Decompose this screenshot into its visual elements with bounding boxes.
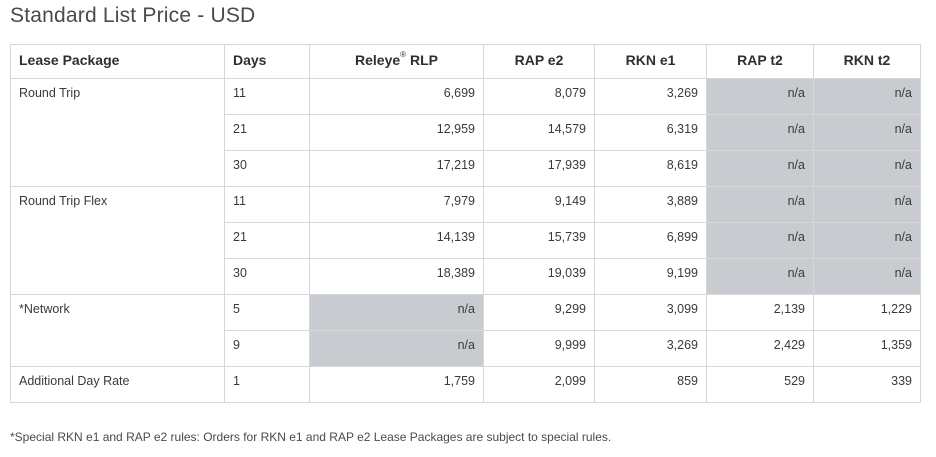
rkn-e1-cell: 9,199 [594, 258, 707, 295]
header-releye-rlp-suffix: RLP [406, 52, 438, 68]
rlp-cell: 6,699 [309, 78, 484, 115]
registered-mark: ® [400, 50, 407, 59]
table-row: Additional Day Rate 1 1,759 2,099 859 52… [10, 366, 921, 403]
table-row: 21 14,139 15,739 6,899 n/a n/a [11, 222, 921, 259]
rlp-cell: 17,219 [309, 150, 484, 187]
days-cell: 21 [224, 114, 310, 151]
rap-e2-cell: 15,739 [483, 222, 595, 259]
rkn-t2-cell: 1,359 [813, 330, 921, 367]
rap-e2-cell: 2,099 [483, 366, 595, 403]
rkn-e1-cell: 6,319 [594, 114, 707, 151]
rkn-t2-cell: n/a [813, 186, 921, 223]
package-network: *Network [10, 294, 225, 367]
rap-e2-cell: 8,079 [483, 78, 595, 115]
rkn-t2-cell: 339 [813, 366, 921, 403]
table-row: 30 17,219 17,939 8,619 n/a n/a [11, 150, 921, 187]
rap-e2-cell: 14,579 [483, 114, 595, 151]
rap-e2-cell: 9,999 [483, 330, 595, 367]
rap-t2-cell: 2,139 [706, 294, 814, 331]
rap-e2-cell: 9,149 [483, 186, 595, 223]
table-row: Round Trip Flex 11 7,979 9,149 3,889 n/a… [10, 186, 921, 295]
days-cell: 9 [224, 330, 310, 367]
rlp-cell: 7,979 [309, 186, 484, 223]
header-releye-rlp-prefix: Releye [355, 52, 401, 68]
rap-t2-cell: n/a [706, 114, 814, 151]
days-cell: 30 [224, 150, 310, 187]
price-table: Lease Package Days Releye® RLP RAP e2 RK… [10, 44, 921, 403]
rkn-e1-cell: 6,899 [594, 222, 707, 259]
rkn-t2-cell: n/a [813, 222, 921, 259]
rap-t2-cell: n/a [706, 222, 814, 259]
rap-t2-cell: n/a [706, 258, 814, 295]
header-rkn-e1: RKN e1 [594, 44, 707, 79]
table-row: 30 18,389 19,039 9,199 n/a n/a [11, 258, 921, 295]
rlp-cell: 14,139 [309, 222, 484, 259]
rkn-t2-cell: 1,229 [813, 294, 921, 331]
table-row: *Network 5 n/a 9,299 3,099 2,139 1,229 [10, 294, 921, 367]
header-rkn-t2: RKN t2 [813, 44, 921, 79]
rap-t2-cell: 529 [706, 366, 814, 403]
rlp-cell: 18,389 [309, 258, 484, 295]
rkn-t2-cell: n/a [813, 258, 921, 295]
days-cell: 1 [224, 366, 310, 403]
rap-e2-cell: 19,039 [483, 258, 595, 295]
header-rap-t2: RAP t2 [706, 44, 814, 79]
days-cell: 11 [224, 186, 310, 223]
rkn-e1-cell: 8,619 [594, 150, 707, 187]
rkn-e1-cell: 3,889 [594, 186, 707, 223]
days-cell: 21 [224, 222, 310, 259]
rlp-cell: 12,959 [309, 114, 484, 151]
rkn-e1-cell: 859 [594, 366, 707, 403]
header-releye-rlp: Releye® RLP [309, 44, 484, 79]
rap-t2-cell: n/a [706, 150, 814, 187]
rap-e2-cell: 9,299 [483, 294, 595, 331]
table-row: 9 n/a 9,999 3,269 2,429 1,359 [11, 330, 921, 367]
rkn-t2-cell: n/a [813, 150, 921, 187]
page-title: Standard List Price - USD [10, 4, 256, 27]
days-cell: 11 [224, 78, 310, 115]
header-lease-package: Lease Package [10, 44, 225, 79]
rlp-cell: 1,759 [309, 366, 484, 403]
rap-t2-cell: n/a [706, 186, 814, 223]
rkn-t2-cell: n/a [813, 114, 921, 151]
table-row: Round Trip 11 6,699 8,079 3,269 n/a n/a [10, 78, 921, 187]
rlp-cell: n/a [309, 294, 484, 331]
package-round-trip-flex: Round Trip Flex [10, 186, 225, 295]
header-rap-e2: RAP e2 [483, 44, 595, 79]
rkn-e1-cell: 3,269 [594, 330, 707, 367]
rap-t2-cell: n/a [706, 78, 814, 115]
table-header-row: Lease Package Days Releye® RLP RAP e2 RK… [10, 44, 921, 79]
package-additional-day-rate: Additional Day Rate [10, 366, 225, 403]
table-row: 21 12,959 14,579 6,319 n/a n/a [11, 114, 921, 151]
package-round-trip: Round Trip [10, 78, 225, 187]
days-cell: 5 [224, 294, 310, 331]
rkn-e1-cell: 3,099 [594, 294, 707, 331]
rlp-cell: n/a [309, 330, 484, 367]
rkn-t2-cell: n/a [813, 78, 921, 115]
footnote: *Special RKN e1 and RAP e2 rules: Orders… [10, 430, 612, 444]
rap-e2-cell: 17,939 [483, 150, 595, 187]
header-days: Days [224, 44, 310, 79]
rap-t2-cell: 2,429 [706, 330, 814, 367]
rkn-e1-cell: 3,269 [594, 78, 707, 115]
days-cell: 30 [224, 258, 310, 295]
